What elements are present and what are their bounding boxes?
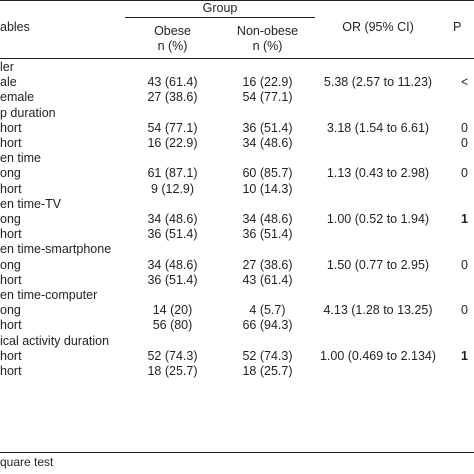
header-obese-title: Obese xyxy=(154,24,191,38)
row-label: hort xyxy=(0,272,22,287)
row-label: ong xyxy=(0,303,21,318)
header-nonobese-title: Non-obese xyxy=(236,24,299,38)
p-cell: 1 xyxy=(461,348,468,363)
or-cell: 1.50 (0.77 to 2.95) xyxy=(326,257,430,272)
row-label: hort xyxy=(0,348,22,363)
table-top-rule xyxy=(0,0,474,1)
header-variables: ables xyxy=(0,20,30,34)
header-bottom-rule xyxy=(0,58,474,59)
group-underline xyxy=(125,17,315,18)
row-label: ong xyxy=(0,212,21,226)
row-label: ong xyxy=(0,257,21,272)
row-label: hort xyxy=(0,227,22,242)
group-label: en time-smartphone xyxy=(0,242,112,257)
header-nonobese-unit: n (%) xyxy=(252,39,283,53)
nonobese-cell: 18 (25.7) xyxy=(242,364,293,378)
group-label: p duration xyxy=(0,105,56,120)
row-label: emale xyxy=(0,90,35,105)
footnote: quare test xyxy=(0,455,54,469)
or-cell: 1.13 (0.43 to 2.98) xyxy=(326,166,430,181)
or-cell: 4.13 (1.28 to 13.25) xyxy=(323,303,433,318)
row-label: hort xyxy=(0,318,22,333)
header-p: P xyxy=(453,20,462,34)
nonobese-cell: 16 (22.9) xyxy=(242,75,293,90)
row-label: hort xyxy=(0,120,22,135)
p-cell: < xyxy=(461,75,469,90)
p-cell: 0 xyxy=(461,257,468,272)
nonobese-cell: 34 (48.6) xyxy=(242,212,293,226)
obese-cell: 34 (48.6) xyxy=(147,257,198,272)
p-cell: 0 xyxy=(461,136,468,150)
obese-cell: 43 (61.4) xyxy=(147,75,198,90)
obese-cell: 9 (12.9) xyxy=(150,181,195,196)
nonobese-cell: 36 (51.4) xyxy=(242,227,293,242)
obese-cell: 27 (38.6) xyxy=(147,90,198,105)
or-cell: 5.38 (2.57 to 11.23) xyxy=(323,75,433,90)
or-cell: 1.00 (0.52 to 1.94) xyxy=(326,212,430,226)
group-label: ical activity duration xyxy=(0,333,110,348)
obese-cell: 54 (77.1) xyxy=(147,120,198,135)
group-label: en time xyxy=(0,151,41,166)
group-label: en time-computer xyxy=(0,288,98,302)
or-cell: 1.00 (0.469 to 2.134) xyxy=(319,348,437,363)
row-label: hort xyxy=(0,181,22,196)
nonobese-cell: 36 (51.4) xyxy=(242,120,293,135)
obese-cell: 56 (80) xyxy=(152,318,193,333)
obese-cell: 14 (20) xyxy=(152,303,193,318)
obese-cell: 18 (25.7) xyxy=(147,364,198,378)
header-group: Group xyxy=(202,1,238,15)
p-cell: 0 xyxy=(461,303,468,318)
row-label: ong xyxy=(0,166,21,181)
nonobese-cell: 52 (74.3) xyxy=(242,348,293,363)
or-cell: 3.18 (1.54 to 6.61) xyxy=(326,120,430,135)
p-cell: 0 xyxy=(461,120,468,135)
obese-cell: 52 (74.3) xyxy=(147,348,198,363)
group-label: en time-TV xyxy=(0,196,62,211)
nonobese-cell: 10 (14.3) xyxy=(242,181,293,196)
p-cell: 0 xyxy=(461,166,468,181)
row-label: ale xyxy=(0,75,17,90)
obese-cell: 16 (22.9) xyxy=(147,136,198,150)
row-label: hort xyxy=(0,136,22,150)
header-or: OR (95% CI) xyxy=(342,20,414,34)
nonobese-cell: 54 (77.1) xyxy=(242,90,293,105)
obese-cell: 36 (51.4) xyxy=(147,227,198,242)
group-label: ler xyxy=(0,60,14,74)
table-bottom-rule xyxy=(0,452,474,453)
nonobese-cell: 43 (61.4) xyxy=(242,272,293,287)
row-label: hort xyxy=(0,364,22,378)
nonobese-cell: 66 (94.3) xyxy=(242,318,293,333)
nonobese-cell: 27 (38.6) xyxy=(242,257,293,272)
obese-cell: 34 (48.6) xyxy=(147,212,198,226)
nonobese-cell: 4 (5.7) xyxy=(249,303,286,318)
nonobese-cell: 34 (48.6) xyxy=(242,136,293,150)
obese-cell: 36 (51.4) xyxy=(147,272,198,287)
obese-cell: 61 (87.1) xyxy=(147,166,198,181)
header-obese-unit: n (%) xyxy=(157,39,188,53)
nonobese-cell: 60 (85.7) xyxy=(242,166,293,181)
p-cell: 1 xyxy=(461,212,468,226)
